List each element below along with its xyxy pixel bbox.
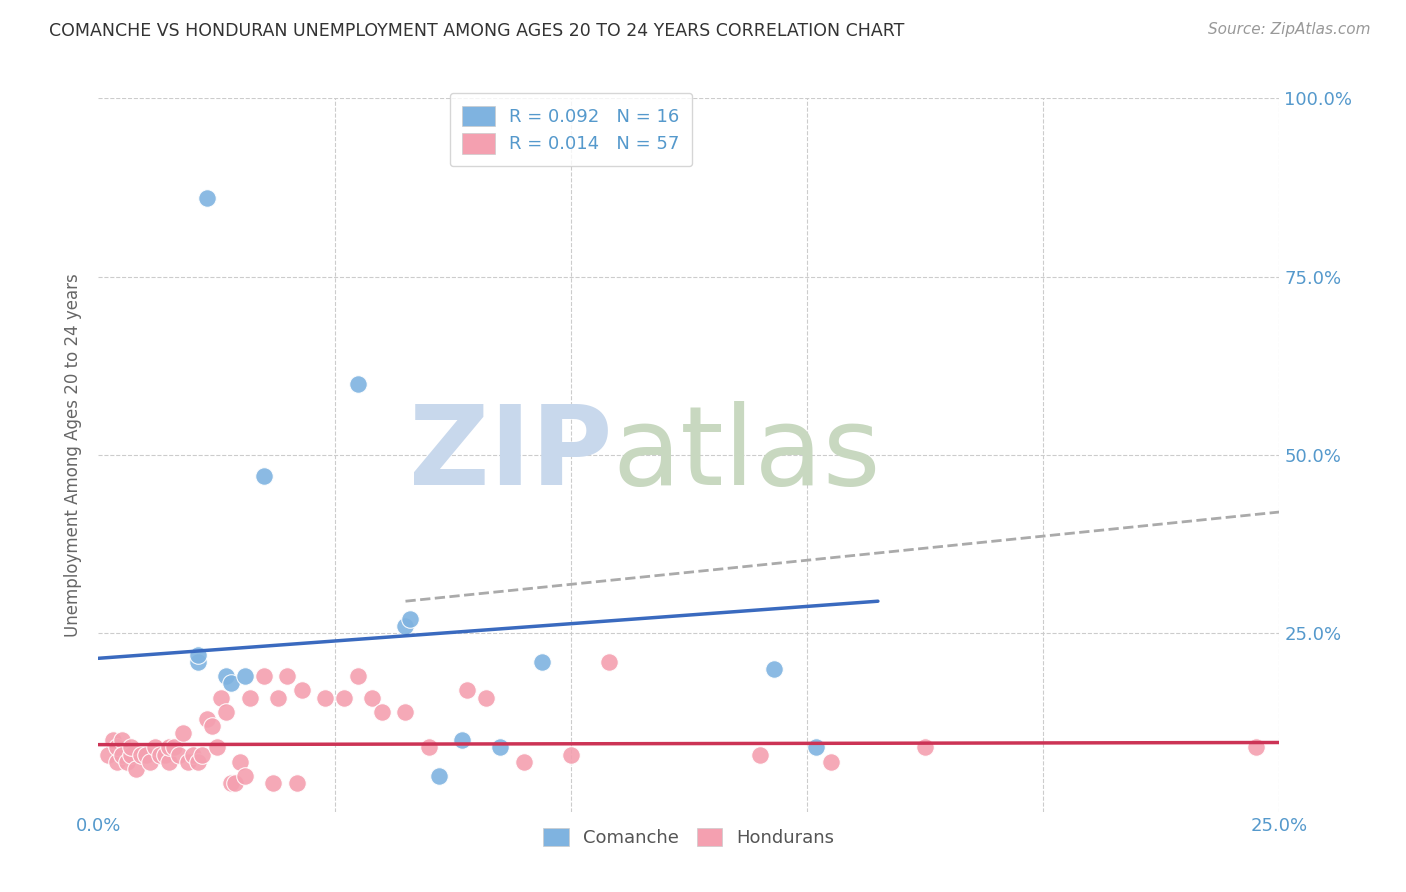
Point	[914, 740, 936, 755]
Point	[97, 747, 120, 762]
Point	[451, 733, 474, 747]
Point	[361, 690, 384, 705]
Point	[125, 762, 148, 776]
Point	[172, 726, 194, 740]
Point	[394, 705, 416, 719]
Point	[215, 669, 238, 683]
Point	[314, 690, 336, 705]
Point	[418, 740, 440, 755]
Point	[135, 747, 157, 762]
Point	[762, 662, 785, 676]
Point	[205, 740, 228, 755]
Point	[233, 669, 256, 683]
Text: atlas: atlas	[612, 401, 880, 508]
Point	[347, 669, 370, 683]
Point	[209, 690, 232, 705]
Point	[187, 648, 209, 662]
Point	[233, 769, 256, 783]
Point	[239, 690, 262, 705]
Point	[105, 755, 128, 769]
Point	[157, 755, 180, 769]
Legend: Comanche, Hondurans: Comanche, Hondurans	[534, 819, 844, 856]
Point	[290, 683, 312, 698]
Text: COMANCHE VS HONDURAN UNEMPLOYMENT AMONG AGES 20 TO 24 YEARS CORRELATION CHART: COMANCHE VS HONDURAN UNEMPLOYMENT AMONG …	[49, 22, 904, 40]
Point	[475, 690, 498, 705]
Point	[153, 747, 176, 762]
Point	[512, 755, 534, 769]
Text: Source: ZipAtlas.com: Source: ZipAtlas.com	[1208, 22, 1371, 37]
Point	[267, 690, 290, 705]
Point	[371, 705, 394, 719]
Point	[111, 733, 134, 747]
Point	[427, 769, 450, 783]
Point	[195, 191, 218, 205]
Point	[191, 747, 214, 762]
Point	[163, 740, 186, 755]
Point	[157, 740, 180, 755]
Point	[105, 740, 128, 755]
Point	[224, 776, 246, 790]
Point	[219, 676, 242, 690]
Point	[456, 683, 478, 698]
Point	[285, 776, 308, 790]
Point	[111, 747, 134, 762]
Point	[531, 655, 554, 669]
Point	[253, 669, 276, 683]
Point	[115, 755, 138, 769]
Point	[101, 733, 124, 747]
Point	[149, 747, 172, 762]
Point	[1244, 740, 1267, 755]
Y-axis label: Unemployment Among Ages 20 to 24 years: Unemployment Among Ages 20 to 24 years	[65, 273, 83, 637]
Point	[167, 747, 190, 762]
Point	[598, 655, 620, 669]
Point	[139, 755, 162, 769]
Point	[121, 740, 143, 755]
Point	[560, 747, 582, 762]
Point	[276, 669, 298, 683]
Point	[262, 776, 284, 790]
Point	[219, 776, 242, 790]
Point	[143, 740, 166, 755]
Point	[489, 740, 512, 755]
Point	[253, 469, 276, 483]
Point	[394, 619, 416, 633]
Point	[215, 705, 238, 719]
Point	[748, 747, 770, 762]
Point	[201, 719, 224, 733]
Point	[121, 747, 143, 762]
Point	[229, 755, 252, 769]
Point	[806, 740, 828, 755]
Point	[187, 755, 209, 769]
Point	[820, 755, 842, 769]
Point	[187, 655, 209, 669]
Point	[195, 712, 218, 726]
Point	[399, 612, 422, 626]
Point	[347, 376, 370, 391]
Point	[129, 747, 152, 762]
Text: ZIP: ZIP	[409, 401, 612, 508]
Point	[177, 755, 200, 769]
Point	[333, 690, 356, 705]
Point	[181, 747, 204, 762]
